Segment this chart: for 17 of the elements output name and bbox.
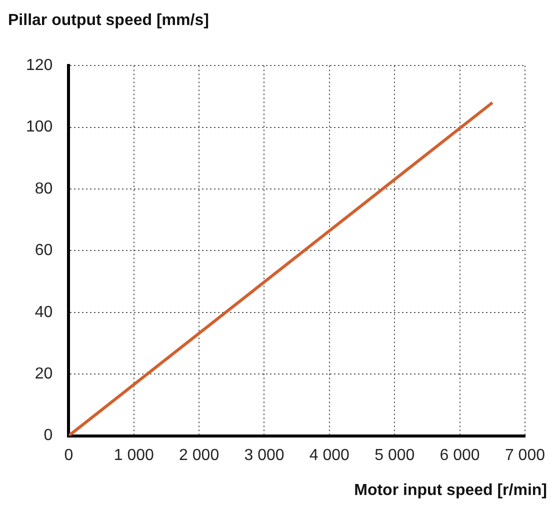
y-tick-label: 40 [34, 304, 53, 321]
y-tick-label: 60 [34, 242, 53, 260]
x-tick-label: 7 000 [504, 446, 546, 464]
y-tick-label: 80 [34, 180, 53, 198]
y-tick-label: 100 [26, 118, 53, 136]
y-tick-label: 120 [26, 57, 53, 74]
x-tick-label: 1 000 [114, 446, 154, 464]
x-tick-label: 0 [64, 446, 74, 464]
y-axis-title: Pillar output speed [mm/s] [8, 12, 209, 30]
x-tick-label: 5 000 [374, 446, 415, 464]
x-tick-label: 4 000 [309, 446, 350, 464]
x-tick-label: 2 000 [179, 446, 220, 464]
x-tick-label: 3 000 [244, 446, 284, 464]
x-axis-title: Motor input speed [r/min] [354, 482, 547, 500]
y-tick-label: 0 [44, 427, 53, 444]
x-tick-label: 6 000 [440, 446, 480, 464]
y-tick-label: 20 [34, 366, 53, 383]
